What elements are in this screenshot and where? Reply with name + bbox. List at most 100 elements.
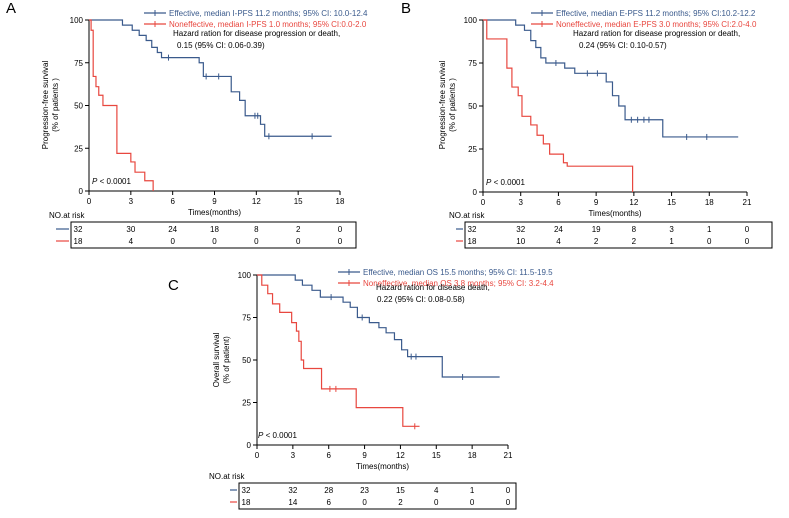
- x-tick-label: 21: [504, 451, 513, 460]
- x-tick-label: 3: [518, 198, 523, 207]
- y-axis-label: Overall survival(% of patient): [212, 332, 231, 387]
- risk-table-cell: 0: [170, 237, 175, 246]
- panel-a: A 0 25 50 75 100 0 3 6 9 12 15 18 Times(months) Progre…: [6, 0, 368, 249]
- x-tick-label: 9: [212, 197, 217, 206]
- p-value-symbol: P: [92, 177, 98, 186]
- y-axis-label-line: Overall survival: [212, 332, 221, 387]
- p-value: P < 0.0001: [486, 178, 525, 187]
- panel-label: C: [168, 277, 179, 294]
- y-tick-label: 100: [238, 271, 252, 280]
- hazard-annotation: 0.24 (95% CI: 0.10-0.57): [579, 41, 667, 50]
- y-tick-label: 75: [74, 59, 83, 68]
- risk-table-cell: 1: [470, 486, 475, 495]
- x-axis-label: Times(months): [588, 209, 641, 218]
- hazard-annotation: Hazard ration for disease progression or…: [573, 29, 740, 38]
- x-tick-label: 0: [255, 451, 260, 460]
- x-tick-label: 18: [336, 197, 345, 206]
- risk-table-cell: 0: [745, 237, 750, 246]
- y-tick-label: 50: [242, 356, 251, 365]
- risk-table-cell: 30: [126, 225, 135, 234]
- series-effective-curve: [483, 19, 739, 138]
- hazard-annotation: 0.22 (95% CI: 0.08-0.58): [377, 295, 465, 304]
- risk-table-cell: 0: [338, 237, 343, 246]
- risk-table-title: NO.at risk: [209, 472, 246, 481]
- risk-table-cell: 0: [338, 225, 343, 234]
- risk-table-cell: 0: [212, 237, 217, 246]
- risk-table-cell: 2: [398, 498, 403, 507]
- y-tick-label: 75: [242, 314, 251, 323]
- risk-table-cell: 2: [632, 237, 637, 246]
- x-tick-label: 6: [326, 451, 331, 460]
- y-tick-label: 50: [468, 102, 477, 111]
- y-tick-label: 100: [464, 16, 478, 25]
- series-effective-curve: [89, 19, 332, 137]
- y-axis-label-line: Progression-free survival: [41, 61, 50, 150]
- x-tick-label: 0: [87, 197, 92, 206]
- x-tick-label: 15: [294, 197, 303, 206]
- risk-table-cell: 0: [707, 237, 712, 246]
- risk-table-cell: 0: [254, 237, 259, 246]
- x-tick-label: 3: [129, 197, 134, 206]
- legend-entry: Noneffective, median E-PFS 3.0 months; 9…: [556, 20, 757, 29]
- x-tick-label: 12: [629, 198, 638, 207]
- risk-table-cell: 32: [288, 486, 297, 495]
- risk-table-cell: 15: [396, 486, 405, 495]
- risk-table-cell: 19: [592, 225, 601, 234]
- risk-table-cell: 32: [242, 486, 251, 495]
- risk-table-cell: 18: [242, 498, 251, 507]
- risk-table-cell: 0: [506, 498, 511, 507]
- y-tick-label: 0: [79, 187, 84, 196]
- risk-table-cell: 18: [468, 237, 477, 246]
- x-tick-label: 15: [667, 198, 676, 207]
- y-axis-label-line: Progression-free survival: [438, 61, 447, 150]
- x-tick-label: 6: [170, 197, 175, 206]
- risk-table-box: [70, 221, 357, 249]
- hazard-annotation: 0.15 (95% CI: 0.06-0.39): [177, 41, 265, 50]
- x-tick-label: 0: [481, 198, 486, 207]
- risk-table-cell: 1: [669, 237, 674, 246]
- risk-table-cell: 18: [74, 237, 83, 246]
- p-value-text: < 0.0001: [491, 178, 525, 187]
- risk-table-cell: 4: [556, 237, 561, 246]
- legend-entry: Effective, median I-PFS 11.2 months; 95%…: [169, 9, 368, 18]
- risk-table-cell: 8: [632, 225, 637, 234]
- risk-table-cell: 1: [707, 225, 712, 234]
- risk-table-cell: 4: [129, 237, 134, 246]
- x-axis-label: Times(months): [356, 462, 409, 471]
- risk-table-cell: 28: [324, 486, 333, 495]
- x-tick-label: 21: [743, 198, 752, 207]
- p-value-text: < 0.0001: [97, 177, 131, 186]
- y-axis-label-line: (% of patients ): [448, 78, 457, 132]
- p-value-symbol: P: [486, 178, 492, 187]
- risk-table-cell: 8: [254, 225, 259, 234]
- y-tick-label: 0: [247, 441, 252, 450]
- x-tick-label: 6: [556, 198, 561, 207]
- x-tick-label: 9: [362, 451, 367, 460]
- x-tick-label: 9: [594, 198, 599, 207]
- risk-table-title: NO.at risk: [49, 211, 86, 220]
- x-axis-label: Times(months): [188, 208, 241, 217]
- panel-label: A: [6, 0, 16, 17]
- y-tick-label: 75: [468, 59, 477, 68]
- risk-table-box: [238, 482, 517, 510]
- risk-table-cell: 32: [516, 225, 525, 234]
- y-axis-label-line: (% of patients ): [51, 78, 60, 132]
- risk-table-cell: 32: [468, 225, 477, 234]
- y-axis-label: Progression-free survival(% of patients …: [41, 61, 60, 150]
- panel-label: B: [401, 0, 411, 17]
- risk-table-cell: 23: [360, 486, 369, 495]
- legend-entry: Effective, median OS 15.5 months; 95% CI…: [363, 268, 553, 277]
- legend-entry: Effective, median E-PFS 11.2 months; 95%…: [556, 9, 756, 18]
- series-noneffective-curve: [483, 19, 634, 192]
- x-tick-label: 12: [252, 197, 261, 206]
- risk-table-cell: 2: [594, 237, 599, 246]
- legend-entry: Noneffective, median OS 3.8 months; 95% …: [363, 279, 554, 288]
- p-value: P < 0.0001: [258, 431, 297, 440]
- risk-table-cell: 10: [516, 237, 525, 246]
- y-tick-label: 25: [468, 145, 477, 154]
- risk-table-cell: 24: [168, 225, 177, 234]
- risk-table-title: NO.at risk: [449, 211, 486, 220]
- hazard-annotation: Hazard ration for disease death,: [376, 283, 490, 292]
